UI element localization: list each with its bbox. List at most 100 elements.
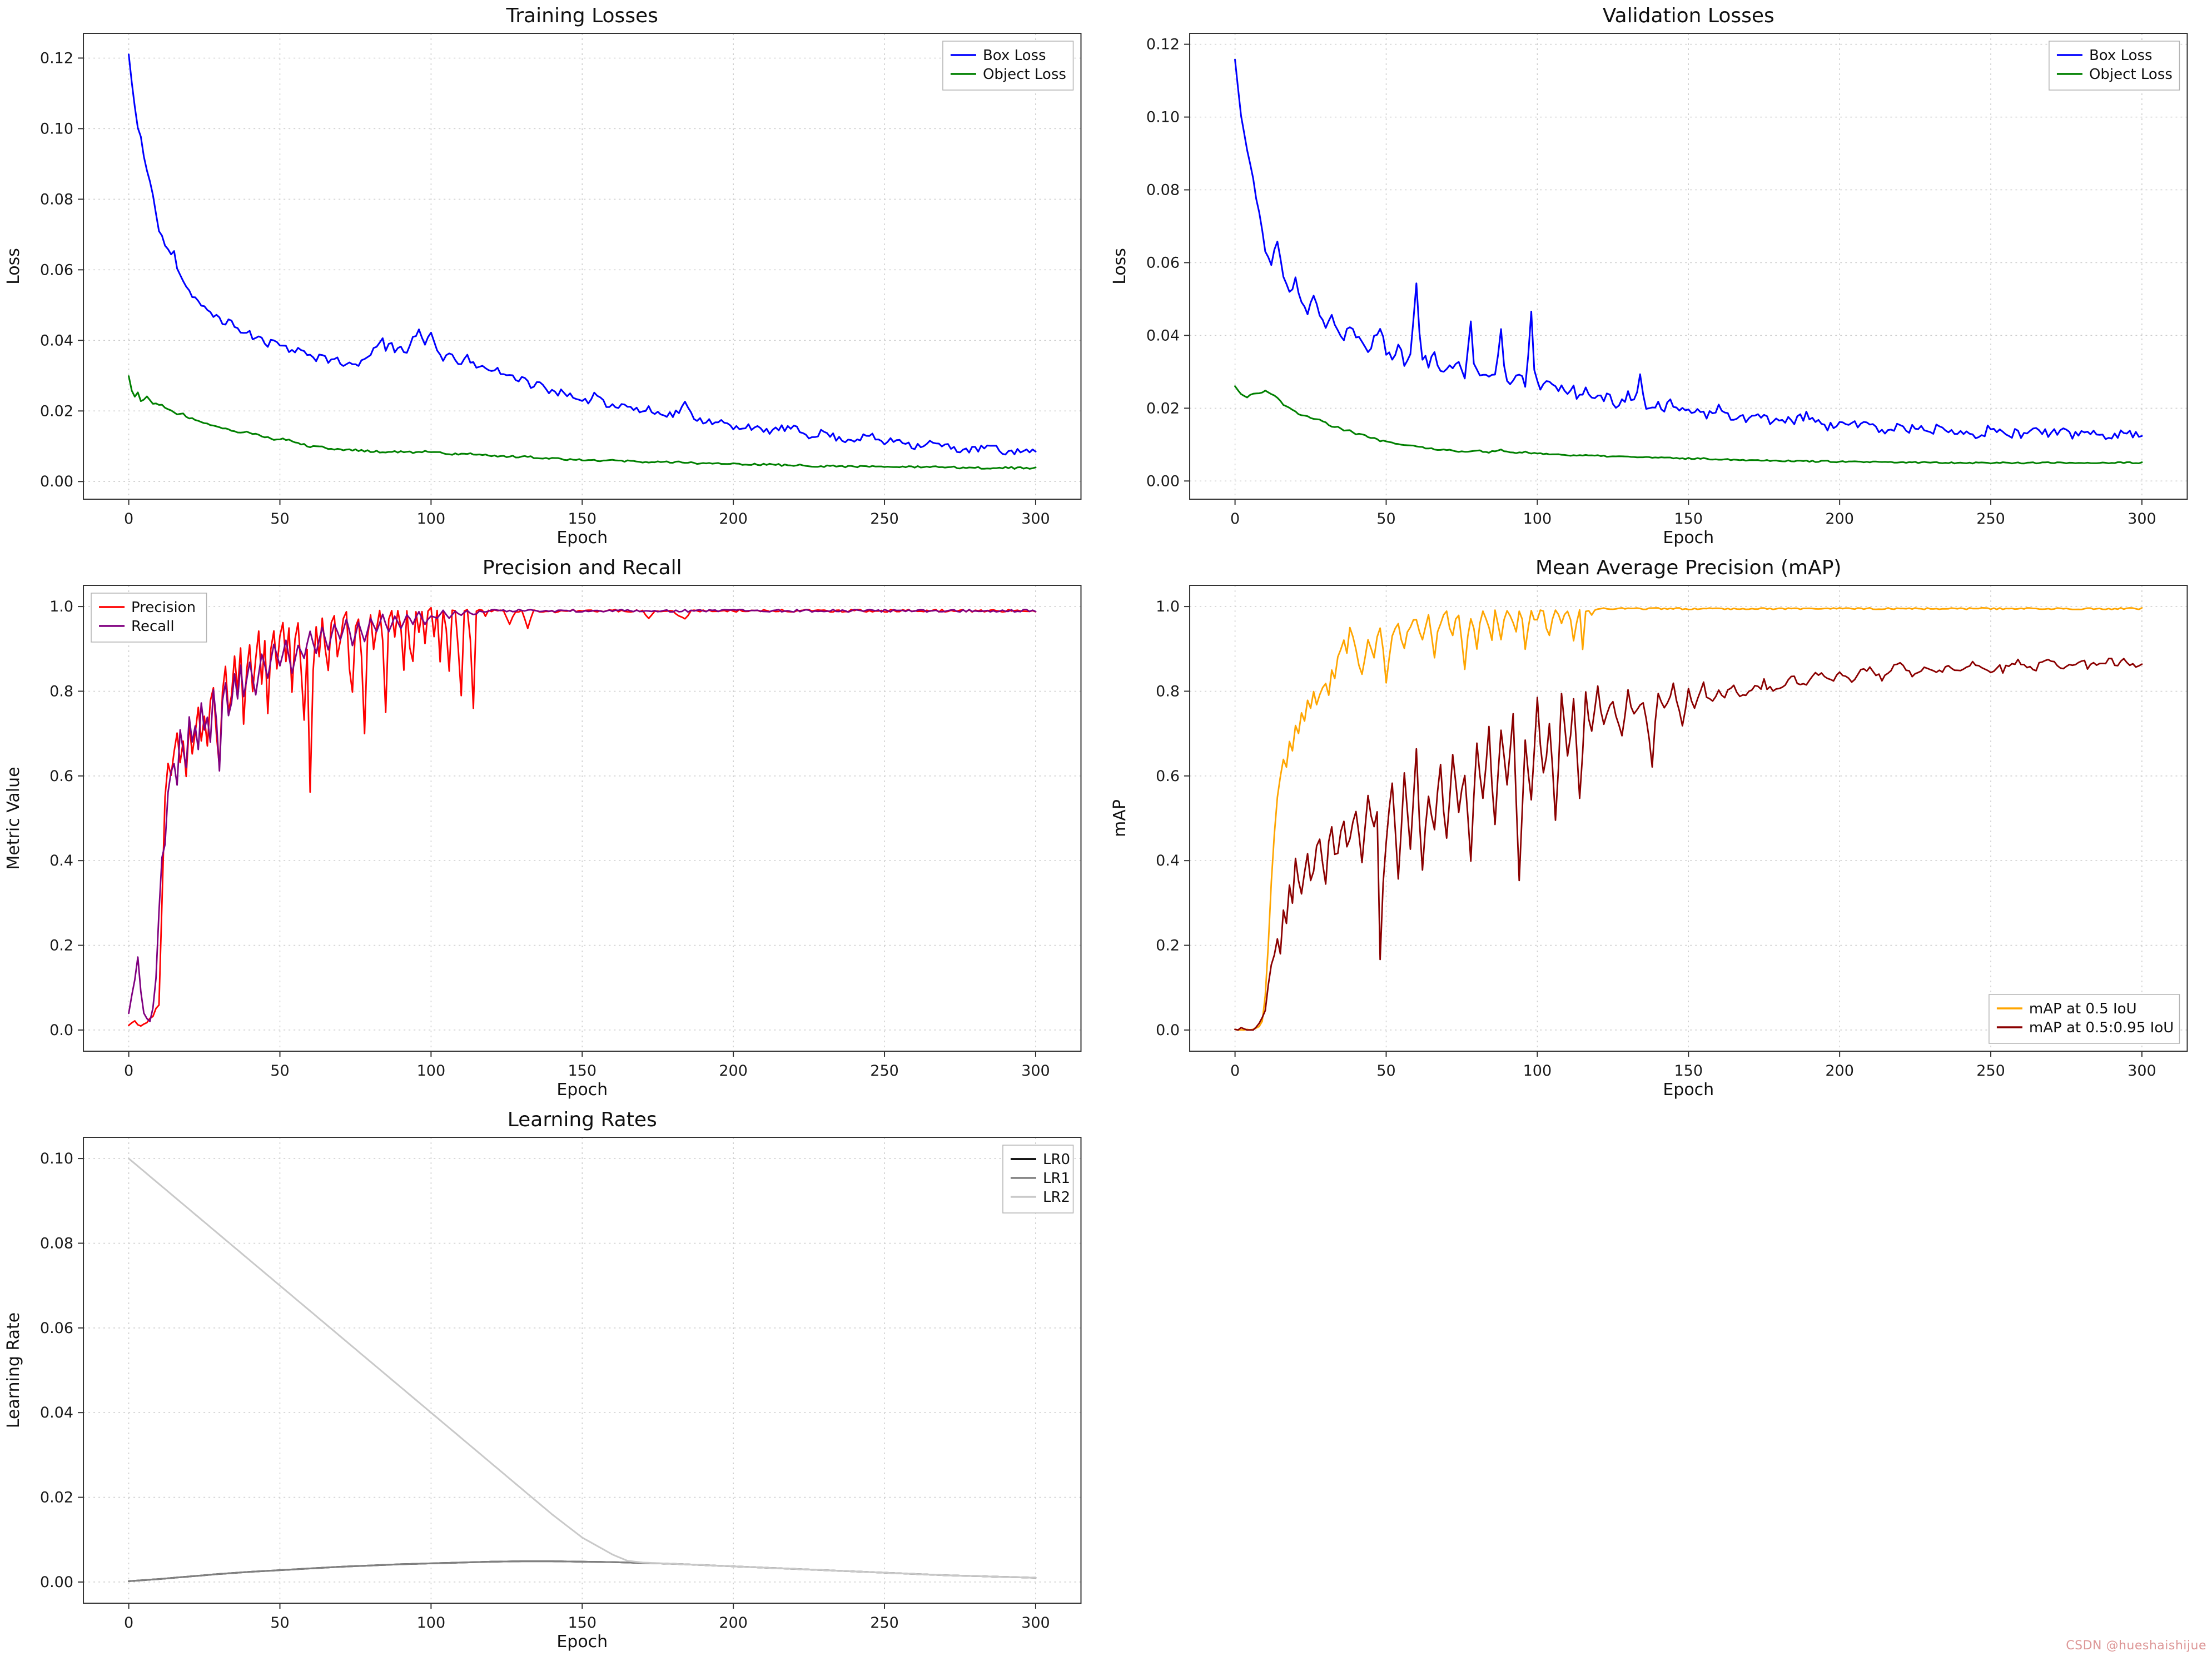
x-tick-label: 150 xyxy=(568,1062,597,1080)
series-map-at-0-5-0-95-iou xyxy=(1234,658,2143,1031)
y-tick-label: 0.6 xyxy=(1156,768,1180,785)
y-tick-label: 0.10 xyxy=(40,1150,73,1167)
legend-label: Object Loss xyxy=(983,66,1066,83)
chart-title: Validation Losses xyxy=(1602,4,1774,27)
legend-label: Box Loss xyxy=(2089,47,2152,64)
x-tick-label: 100 xyxy=(417,510,446,528)
x-tick-label: 250 xyxy=(870,1614,899,1632)
x-tick-label: 250 xyxy=(1976,1062,2005,1080)
y-tick-label: 0.04 xyxy=(40,1404,73,1421)
series-group xyxy=(128,1157,1037,1582)
y-tick-label: 0.10 xyxy=(1146,109,1179,126)
legend-box xyxy=(1988,994,2180,1044)
y-tick-label: 1.0 xyxy=(1156,598,1180,615)
x-tick-label: 300 xyxy=(1021,1614,1050,1632)
x-tick-label: 150 xyxy=(1674,510,1703,528)
x-tick-label: 150 xyxy=(568,1614,597,1632)
legend-box xyxy=(2048,41,2180,91)
y-axis-label: Loss xyxy=(1110,248,1130,285)
y-tick-label: 0.00 xyxy=(40,1574,73,1591)
legend-box xyxy=(942,41,1074,91)
legend-box xyxy=(91,593,207,643)
legend-label: Recall xyxy=(131,618,175,635)
x-tick-label: 50 xyxy=(1376,1062,1395,1080)
x-tick-label: 200 xyxy=(719,510,748,528)
y-tick-label: 0.10 xyxy=(40,120,73,137)
legend-label: LR2 xyxy=(1043,1189,1070,1206)
y-tick-label: 0.08 xyxy=(40,191,73,208)
x-tick-label: 0 xyxy=(1230,1062,1240,1080)
y-tick-label: 0.04 xyxy=(1146,327,1179,344)
x-axis-label: Epoch xyxy=(1663,528,1714,548)
y-tick-label: 0.12 xyxy=(1146,36,1179,53)
chart-svg-map: 0 50 100 150 200 250 300 0.0 0.2 0.4 0.6 0.8 1.0 Mean… xyxy=(1110,556,2188,1100)
legend-label: Box Loss xyxy=(983,47,1046,64)
y-tick-label: 0.8 xyxy=(49,683,73,700)
x-tick-label: 300 xyxy=(1021,1062,1050,1080)
x-tick-label: 50 xyxy=(270,1614,289,1632)
y-tick-label: 0.0 xyxy=(1156,1022,1180,1039)
x-tick-label: 100 xyxy=(417,1062,446,1080)
y-tick-label: 0.02 xyxy=(40,1489,73,1506)
x-tick-label: 200 xyxy=(719,1062,748,1080)
x-tick-label: 0 xyxy=(124,1614,133,1632)
y-tick-label: 0.00 xyxy=(40,473,73,490)
chart-svg-precision-recall: 0 50 100 150 200 250 300 0.0 0.2 0.4 0.6 0.8 1.0 Prec… xyxy=(4,556,1082,1100)
y-tick-label: 0.8 xyxy=(1156,683,1180,700)
y-tick-label: 0.2 xyxy=(49,937,73,954)
y-tick-label: 0.02 xyxy=(1146,400,1179,417)
legend: Box Loss Object Loss xyxy=(2048,41,2180,91)
series-group xyxy=(128,606,1037,1027)
chart-svg-validation-losses: 0 50 100 150 200 250 300 0.00 0.02 0.04 0.06 0.08 0.… xyxy=(1110,4,2188,548)
y-tick-label: 0.08 xyxy=(40,1235,73,1252)
legend-label: LR0 xyxy=(1043,1151,1070,1168)
series-object-loss xyxy=(1234,385,2143,465)
x-tick-label: 300 xyxy=(1021,510,1050,528)
x-axis-label: Epoch xyxy=(1663,1080,1714,1100)
y-axis-label: Loss xyxy=(4,248,23,285)
series-precision xyxy=(128,606,1037,1027)
x-tick-label: 200 xyxy=(1825,510,1854,528)
x-tick-label: 150 xyxy=(1674,1062,1703,1080)
legend-label: mAP at 0.5 IoU xyxy=(2029,1001,2136,1017)
legend-label: Precision xyxy=(131,599,196,616)
y-tick-label: 0.06 xyxy=(1146,254,1179,271)
x-tick-label: 150 xyxy=(568,510,597,528)
series-lr2 xyxy=(128,1157,1037,1579)
y-tick-label: 0.2 xyxy=(1156,937,1180,954)
series-group xyxy=(1234,58,2143,465)
legend-box xyxy=(1002,1145,1074,1214)
chart-title: Precision and Recall xyxy=(483,556,682,579)
chart-validation-losses: 0 50 100 150 200 250 300 0.00 0.02 0.04 0.06 0.08 0.… xyxy=(1106,0,2212,552)
x-tick-label: 0 xyxy=(1230,510,1240,528)
series-group xyxy=(128,53,1037,470)
x-axis-label: Epoch xyxy=(556,1632,608,1652)
y-tick-label: 0.00 xyxy=(1146,473,1179,490)
x-tick-label: 50 xyxy=(1376,510,1395,528)
chart-title: Mean Average Precision (mAP) xyxy=(1535,556,1841,579)
x-tick-label: 300 xyxy=(2128,1062,2156,1080)
x-tick-label: 0 xyxy=(124,510,133,528)
chart-title: Learning Rates xyxy=(508,1108,657,1131)
x-tick-label: 100 xyxy=(1523,510,1552,528)
x-tick-label: 250 xyxy=(870,1062,899,1080)
legend: Box Loss Object Loss xyxy=(942,41,1074,91)
y-tick-label: 0.4 xyxy=(1156,852,1180,869)
chart-training-losses: 0 50 100 150 200 250 300 0.00 0.02 0.04 0.06 0.08 0.… xyxy=(0,0,1106,552)
x-tick-label: 250 xyxy=(870,510,899,528)
x-tick-label: 100 xyxy=(1523,1062,1552,1080)
series-object-loss xyxy=(128,375,1037,470)
series-box-loss xyxy=(1234,58,2143,440)
empty-panel xyxy=(1106,1104,2212,1656)
legend: Precision Recall xyxy=(91,593,207,643)
y-tick-label: 0.4 xyxy=(49,852,73,869)
y-tick-label: 0.12 xyxy=(40,49,73,67)
chart-map: 0 50 100 150 200 250 300 0.0 0.2 0.4 0.6 0.8 1.0 Mean… xyxy=(1106,552,2212,1104)
y-axis-label: Learning Rate xyxy=(4,1312,23,1429)
x-tick-label: 200 xyxy=(719,1614,748,1632)
chart-svg-learning-rates: 0 50 100 150 200 250 300 0.00 0.02 0.04 0.06 0.08 0.… xyxy=(4,1108,1082,1652)
legend-label: LR1 xyxy=(1043,1170,1070,1187)
y-tick-label: 0.06 xyxy=(40,261,73,279)
